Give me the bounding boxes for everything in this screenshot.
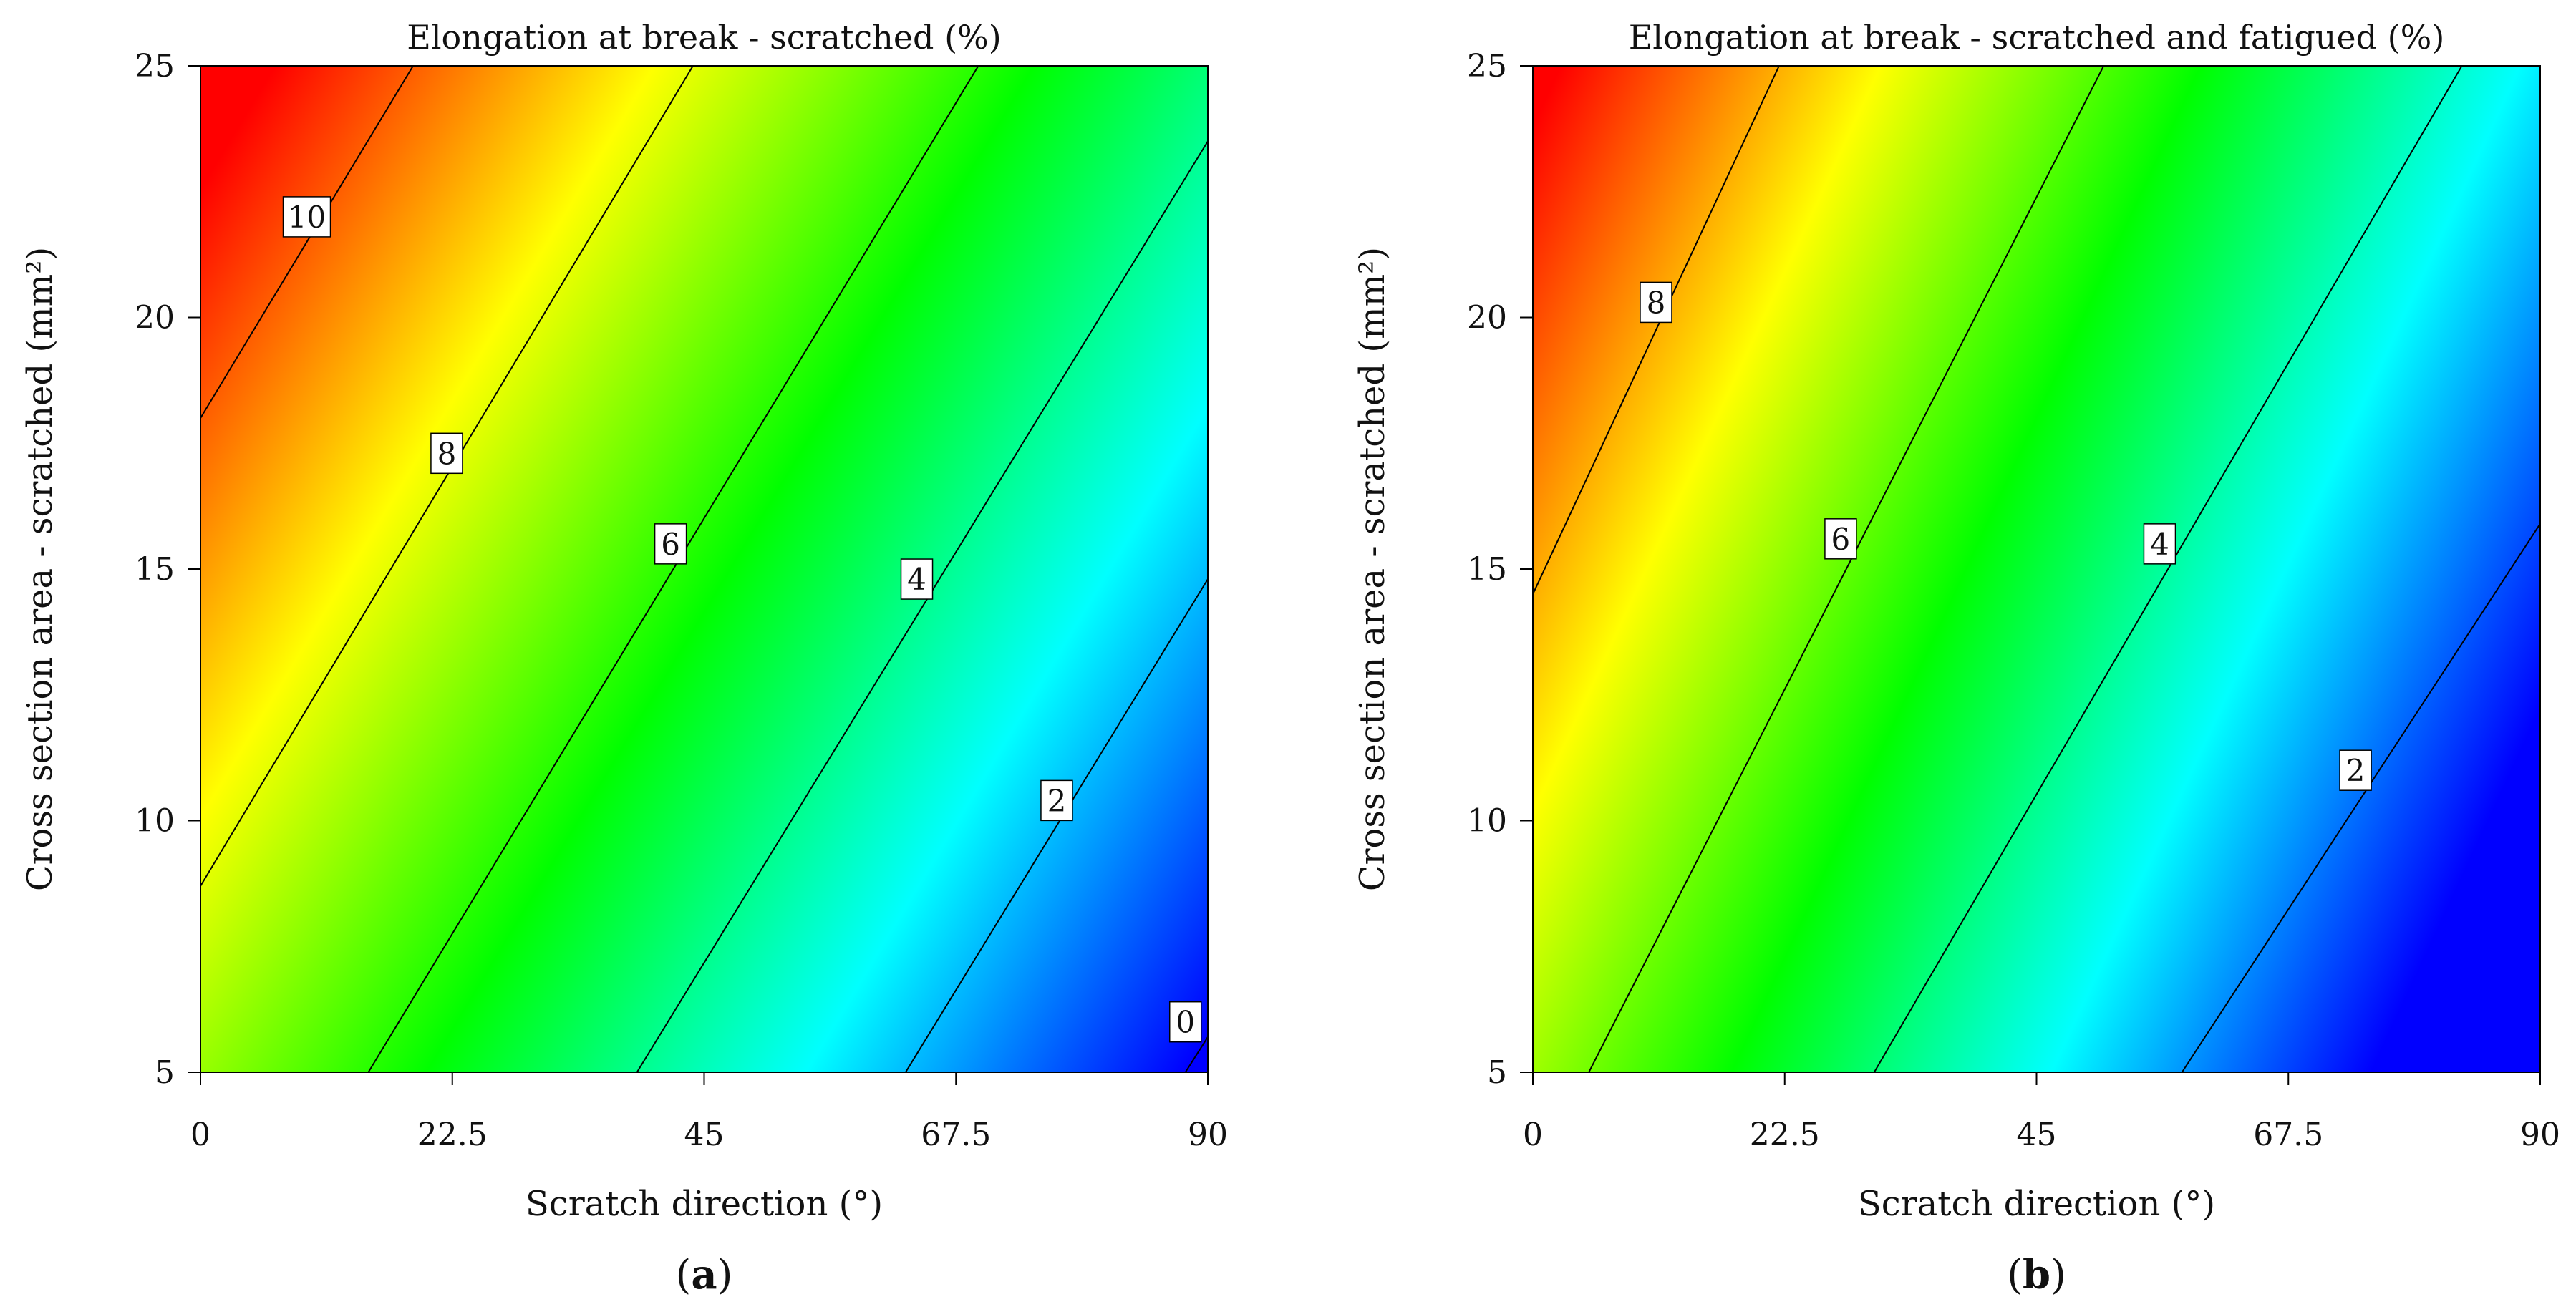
contour-line-6: [1588, 65, 2105, 1073]
contour-line-8: [1532, 65, 1780, 595]
contour-label-box: [900, 558, 934, 600]
contour-line-4: [636, 140, 1209, 1073]
contour-label-6: 6: [1824, 518, 1857, 560]
x-tick-label: 90: [1188, 1117, 1228, 1153]
panel-b: 8 6 4 2 0 22.5 45 67.5 90 5 10 15 20 25 Elongation …: [1352, 18, 2560, 1298]
contour-label-box: [2339, 749, 2372, 791]
y-axis-ticks: 5 10 15 20 25: [1467, 48, 1533, 1091]
y-tick-label: 10: [1467, 803, 1507, 840]
y-tick-label: 15: [1467, 551, 1507, 588]
contour-label-4: 4: [900, 558, 934, 600]
y-tick-label: 15: [135, 551, 175, 588]
contour-label-box: [430, 432, 463, 475]
contour-labels: 10 8 6 4 2 0: [282, 196, 1202, 1043]
chart-title: Elongation at break - scratched (%): [407, 18, 1001, 57]
contour-label-2: 2: [2339, 749, 2372, 791]
y-tick-label: 20: [135, 300, 175, 336]
contour-label-2: 2: [1040, 779, 1073, 822]
contour-lines: [200, 65, 1209, 1073]
x-axis-label: Scratch direction (°): [1858, 1184, 2215, 1224]
contour-label-box: [654, 523, 687, 565]
contour-line-2: [905, 578, 1209, 1073]
contour-color-field: [1533, 66, 2540, 1072]
x-tick-label: 22.5: [417, 1117, 488, 1153]
y-tick-label: 10: [135, 803, 175, 840]
panel-label: (a): [675, 1251, 732, 1298]
x-tick-label: 22.5: [1750, 1117, 1820, 1153]
contour-color-field: [200, 66, 1208, 1072]
contour-label-text: 2: [2346, 753, 2366, 788]
x-tick-label: 0: [1523, 1117, 1543, 1153]
contour-label-box: [1168, 1001, 1202, 1043]
contour-labels: 8 6 4 2: [1640, 281, 2372, 791]
contour-line-6: [367, 65, 979, 1073]
contour-label-text: 8: [1647, 285, 1666, 320]
contour-line-10: [200, 65, 414, 419]
contour-line-2: [2181, 523, 2541, 1073]
contour-label-text: 0: [1176, 1005, 1195, 1040]
chart-title: Elongation at break - scratched and fati…: [1629, 18, 2445, 57]
contour-label-8: 8: [1640, 281, 1672, 324]
y-tick-label: 5: [1487, 1054, 1507, 1091]
x-tick-label: 45: [2017, 1117, 2057, 1153]
contour-label-0: 0: [1168, 1001, 1202, 1043]
contour-label-6: 6: [654, 523, 687, 565]
contour-label-4: 4: [2143, 523, 2176, 565]
x-tick-label: 45: [684, 1117, 725, 1153]
contour-label-text: 6: [1831, 522, 1851, 557]
contour-label-box: [1824, 518, 1857, 560]
contour-label-text: 2: [1047, 783, 1067, 818]
contour-label-text: 8: [437, 436, 457, 471]
x-axis-ticks: 0 22.5 45 67.5 90: [1523, 1072, 2560, 1153]
y-axis-label: Cross section area - scratched (mm²): [20, 247, 60, 891]
x-axis-ticks: 0 22.5 45 67.5 90: [190, 1072, 1228, 1153]
y-tick-label: 25: [1467, 48, 1507, 84]
y-tick-label: 20: [1467, 300, 1507, 336]
x-tick-label: 0: [190, 1117, 210, 1153]
contour-line-0: [1184, 1036, 1209, 1073]
y-axis-label: Cross section area - scratched (mm²): [1352, 247, 1393, 891]
contour-label-10: 10: [282, 196, 331, 238]
contour-line-4: [1873, 65, 2463, 1073]
panel-letter: a: [691, 1251, 717, 1298]
contour-label-text: 6: [661, 527, 680, 562]
contour-label-text: 4: [2150, 527, 2169, 562]
panel-letter: b: [2023, 1251, 2050, 1298]
contour-label-box: [2143, 523, 2176, 565]
x-tick-label: 90: [2520, 1117, 2560, 1153]
y-tick-label: 25: [135, 48, 175, 84]
contour-line-8: [200, 65, 694, 887]
y-tick-label: 5: [155, 1054, 175, 1091]
x-tick-label: 67.5: [921, 1117, 991, 1153]
contour-label-box: [1640, 281, 1672, 324]
contour-label-text: 4: [907, 562, 926, 597]
contour-label-box: [1040, 779, 1073, 822]
contour-label-text: 10: [288, 200, 326, 235]
x-tick-label: 67.5: [2253, 1117, 2323, 1153]
x-axis-label: Scratch direction (°): [526, 1184, 883, 1224]
y-axis-ticks: 5 10 15 20 25: [135, 48, 200, 1091]
contour-label-box: [282, 196, 331, 238]
contour-lines: [1532, 65, 2541, 1073]
contour-label-8: 8: [430, 432, 463, 475]
panel-label: (b): [2007, 1251, 2066, 1298]
